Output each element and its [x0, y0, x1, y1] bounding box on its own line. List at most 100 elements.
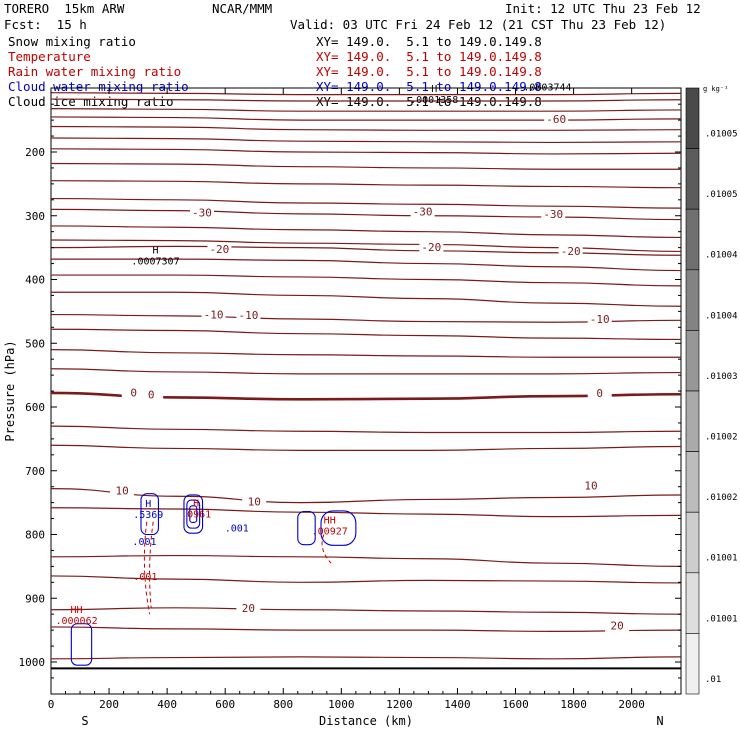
colorbar-swatch	[685, 148, 700, 210]
isotherm-line	[50, 656, 682, 660]
extremum-mark: H	[193, 498, 199, 509]
isotherm-line	[50, 425, 682, 434]
colorbar-swatch	[685, 87, 700, 149]
isotherm-line	[50, 162, 681, 170]
isotherm-label: 20	[242, 602, 255, 615]
isotherm-line	[50, 274, 682, 287]
colorbar-swatch	[685, 451, 700, 513]
x-tick-label: 1600	[502, 698, 529, 711]
isotherm-label: -10	[238, 309, 258, 322]
isotherm-label-bg	[207, 243, 232, 255]
y-axis-title: Pressure (hPa)	[3, 340, 17, 441]
field-snow-xy: XY= 149.0. 5.1 to 149.0.149.8	[316, 34, 542, 49]
colorbar-label: .01002	[705, 432, 738, 442]
isotherm-line	[50, 313, 682, 323]
isotherm-label-bg	[587, 314, 612, 326]
org-title: NCAR/MMM	[212, 1, 273, 16]
valid-time: Valid: 03 UTC Fri 24 Feb 12 (21 CST Thu …	[290, 17, 667, 32]
extremum-mark: HH	[324, 516, 336, 527]
extremum-value: .000062	[55, 616, 97, 627]
isotherm-line	[50, 258, 682, 272]
isotherm-line	[50, 125, 682, 131]
y-tick-label: 300	[25, 210, 45, 223]
isotherm-label: -20	[561, 245, 581, 258]
x-tick-label: 600	[215, 698, 235, 711]
extremum-value: .001	[132, 537, 156, 548]
isotherm-label: 10	[116, 485, 129, 498]
section-end-label: N	[656, 714, 663, 728]
colorbar-swatch	[685, 633, 700, 695]
colorbar-swatch	[685, 390, 700, 452]
field-cloud-water: Cloud water mixing ratio	[8, 79, 189, 94]
colorbar-label: .01001	[705, 554, 738, 564]
isotherm-line	[50, 92, 682, 96]
isotherm-line	[50, 607, 682, 615]
extremum-value: .0007307	[131, 256, 179, 267]
isotherm-line	[50, 108, 682, 112]
isotherm-label: 0	[130, 386, 137, 399]
isotherm-label-bg	[579, 480, 603, 492]
extremum-value: .0003744	[523, 82, 571, 93]
colorbar-swatch	[685, 269, 700, 331]
isotherm-line	[50, 328, 682, 341]
isotherm-label: 0	[148, 388, 155, 401]
field-cloud-water-xy: XY= 149.0. 5.1 to 149.0.149.8	[316, 79, 542, 94]
isotherm-line	[50, 116, 682, 121]
isotherm-label-bg	[201, 309, 226, 321]
isotherm-line	[50, 291, 682, 307]
rain-contour	[143, 521, 151, 615]
cloud-water-contour	[186, 499, 201, 529]
extremum-mark: H	[431, 84, 437, 95]
cloud-water-contour	[140, 493, 159, 536]
isotherm-label: -20	[209, 243, 229, 256]
cloud-water-contour	[320, 510, 357, 546]
colorbar-label: .01004	[705, 251, 738, 261]
extremum-value: .001	[225, 523, 249, 534]
x-tick-label: 400	[157, 698, 177, 711]
colorbar-label: .01004	[705, 311, 738, 321]
x-tick-label: 1400	[444, 698, 471, 711]
extremum-value: .0961	[181, 509, 211, 520]
isotherm-label-bg	[587, 387, 612, 399]
isotherm-label-bg	[121, 387, 146, 399]
field-temperature: Temperature	[8, 49, 91, 64]
x-tick-label: 2000	[618, 698, 645, 711]
x-tick-label: 800	[273, 698, 293, 711]
isotherm-line	[50, 180, 682, 189]
colorbar-label: .01005	[705, 190, 738, 200]
field-cloud-ice: Cloud ice mixing ratio	[8, 94, 174, 109]
cloud-water-contour	[183, 494, 204, 534]
colorbar-swatch	[685, 572, 700, 634]
y-tick-label: 800	[25, 529, 45, 542]
isotherm-line	[50, 349, 681, 358]
x-tick-label: 200	[99, 698, 119, 711]
isotherm-label: -60	[546, 113, 566, 126]
isotherm-label-bg	[236, 310, 261, 322]
cloud-water-contour	[189, 505, 198, 523]
y-tick-label: 400	[25, 274, 45, 287]
isotherm-label: -20	[421, 241, 441, 254]
isotherm-label: -10	[590, 313, 610, 326]
extremum-value: .5369	[133, 510, 163, 521]
isotherm-line	[50, 98, 682, 102]
colorbar-swatch	[685, 208, 700, 271]
isotherm-label-bg	[410, 206, 435, 218]
y-tick-label: 200	[25, 146, 45, 159]
isotherm-label-bg	[236, 602, 261, 614]
extremum-value: .001	[133, 572, 157, 583]
isotherm-line	[50, 225, 682, 239]
colorbar-swatch	[685, 511, 700, 574]
model-title: TORERO 15km ARW	[4, 1, 125, 16]
isotherm-label: -30	[543, 208, 563, 221]
isotherm-label-bg	[541, 208, 566, 220]
field-temperature-xy: XY= 149.0. 5.1 to 149.0.149.8	[316, 49, 542, 64]
y-tick-label: 500	[25, 337, 45, 350]
colorbar-label: .01	[705, 675, 721, 685]
isotherm-label: 10	[584, 479, 597, 492]
cloud-water-contour	[70, 623, 93, 666]
extremum-mark: H	[153, 245, 159, 256]
isotherm-label-bg	[189, 207, 214, 219]
isotherm-label: -30	[192, 207, 212, 220]
colorbar-swatch	[685, 330, 700, 392]
x-axis-title: Distance (km)	[319, 714, 413, 728]
